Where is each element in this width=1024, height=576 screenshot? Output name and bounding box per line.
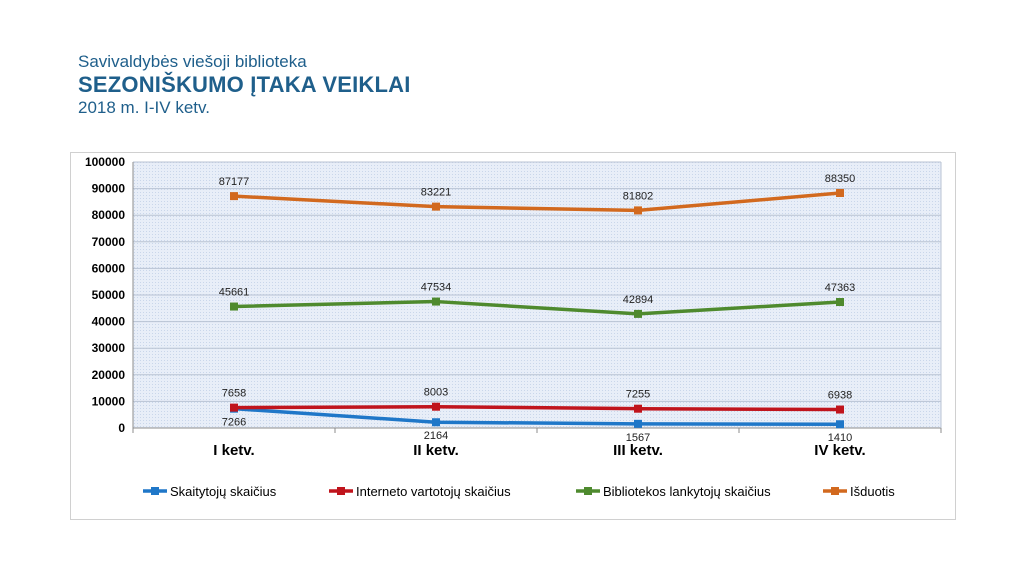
x-tick-label: III ketv. — [613, 442, 663, 459]
data-label: 8003 — [424, 387, 448, 399]
y-tick-label: 80000 — [92, 208, 126, 222]
legend-marker — [584, 487, 592, 495]
series-line — [233, 299, 841, 316]
data-point — [836, 298, 844, 307]
y-tick-label: 90000 — [92, 182, 126, 196]
chart-frame: 0 10000 20000 30000 40000 50000 60000 70000 8000… — [70, 152, 956, 520]
data-point — [432, 418, 440, 427]
y-tick-label: 60000 — [92, 261, 126, 275]
x-tick-label: IV ketv. — [814, 442, 865, 459]
series-line — [233, 191, 841, 213]
data-point — [230, 192, 238, 201]
legend-marker — [831, 487, 839, 495]
data-point — [432, 402, 440, 411]
data-label: 88350 — [825, 173, 856, 185]
series-line — [233, 404, 841, 412]
data-label: 47534 — [421, 282, 452, 294]
slide-period: 2018 m. I-IV ketv. — [78, 98, 210, 117]
legend-marker — [337, 487, 345, 495]
data-point — [230, 403, 238, 412]
y-tick-label: 100000 — [85, 155, 125, 169]
data-label: 1567 — [626, 432, 650, 444]
data-point — [432, 202, 440, 211]
data-label: 47363 — [825, 282, 856, 294]
y-tick-label: 0 — [118, 421, 125, 435]
data-label: 81802 — [623, 190, 654, 202]
legend-label: Bibliotekos lankytojų skaičius — [603, 484, 771, 499]
data-label: 45661 — [219, 287, 250, 299]
legend-label: Skaitytojų skaičius — [170, 484, 277, 499]
y-tick-label: 20000 — [92, 368, 126, 382]
data-point — [634, 419, 642, 428]
legend-marker — [151, 487, 159, 495]
data-label: 83221 — [421, 187, 452, 199]
y-tick-label: 70000 — [92, 235, 126, 249]
legend-label: Interneto vartotojų skaičius — [356, 484, 511, 499]
data-point — [836, 420, 844, 429]
series-line — [233, 406, 841, 426]
y-tick-label: 40000 — [92, 315, 126, 329]
data-label: 1410 — [828, 432, 852, 444]
data-label: 87177 — [219, 176, 250, 188]
slide-header: Savivaldybės viešoji biblioteka SEZONIŠK… — [78, 52, 411, 118]
y-tick-label: 10000 — [92, 394, 126, 408]
data-label: 7658 — [222, 388, 246, 400]
x-tick-label: I ketv. — [213, 442, 254, 459]
data-label: 7266 — [222, 417, 246, 429]
data-label: 7255 — [626, 389, 650, 401]
data-point — [230, 302, 238, 311]
legend-label: Išduotis — [850, 484, 895, 499]
data-point — [836, 188, 844, 197]
data-point — [634, 206, 642, 215]
y-tick-label: 50000 — [92, 288, 126, 302]
data-point — [432, 297, 440, 306]
data-point — [634, 309, 642, 318]
slide-title: SEZONIŠKUMO ĮTAKA VEIKLAI — [78, 72, 411, 97]
data-point — [836, 405, 844, 414]
x-tick-label: II ketv. — [413, 442, 459, 459]
data-label: 42894 — [623, 294, 654, 306]
slide-subtitle: Savivaldybės viešoji biblioteka — [78, 52, 307, 71]
data-label: 2164 — [424, 430, 448, 442]
data-point — [634, 404, 642, 413]
line-chart: 0 10000 20000 30000 40000 50000 60000 70000 8000… — [85, 155, 942, 499]
y-tick-label: 30000 — [92, 341, 126, 355]
data-label: 6938 — [828, 390, 852, 402]
